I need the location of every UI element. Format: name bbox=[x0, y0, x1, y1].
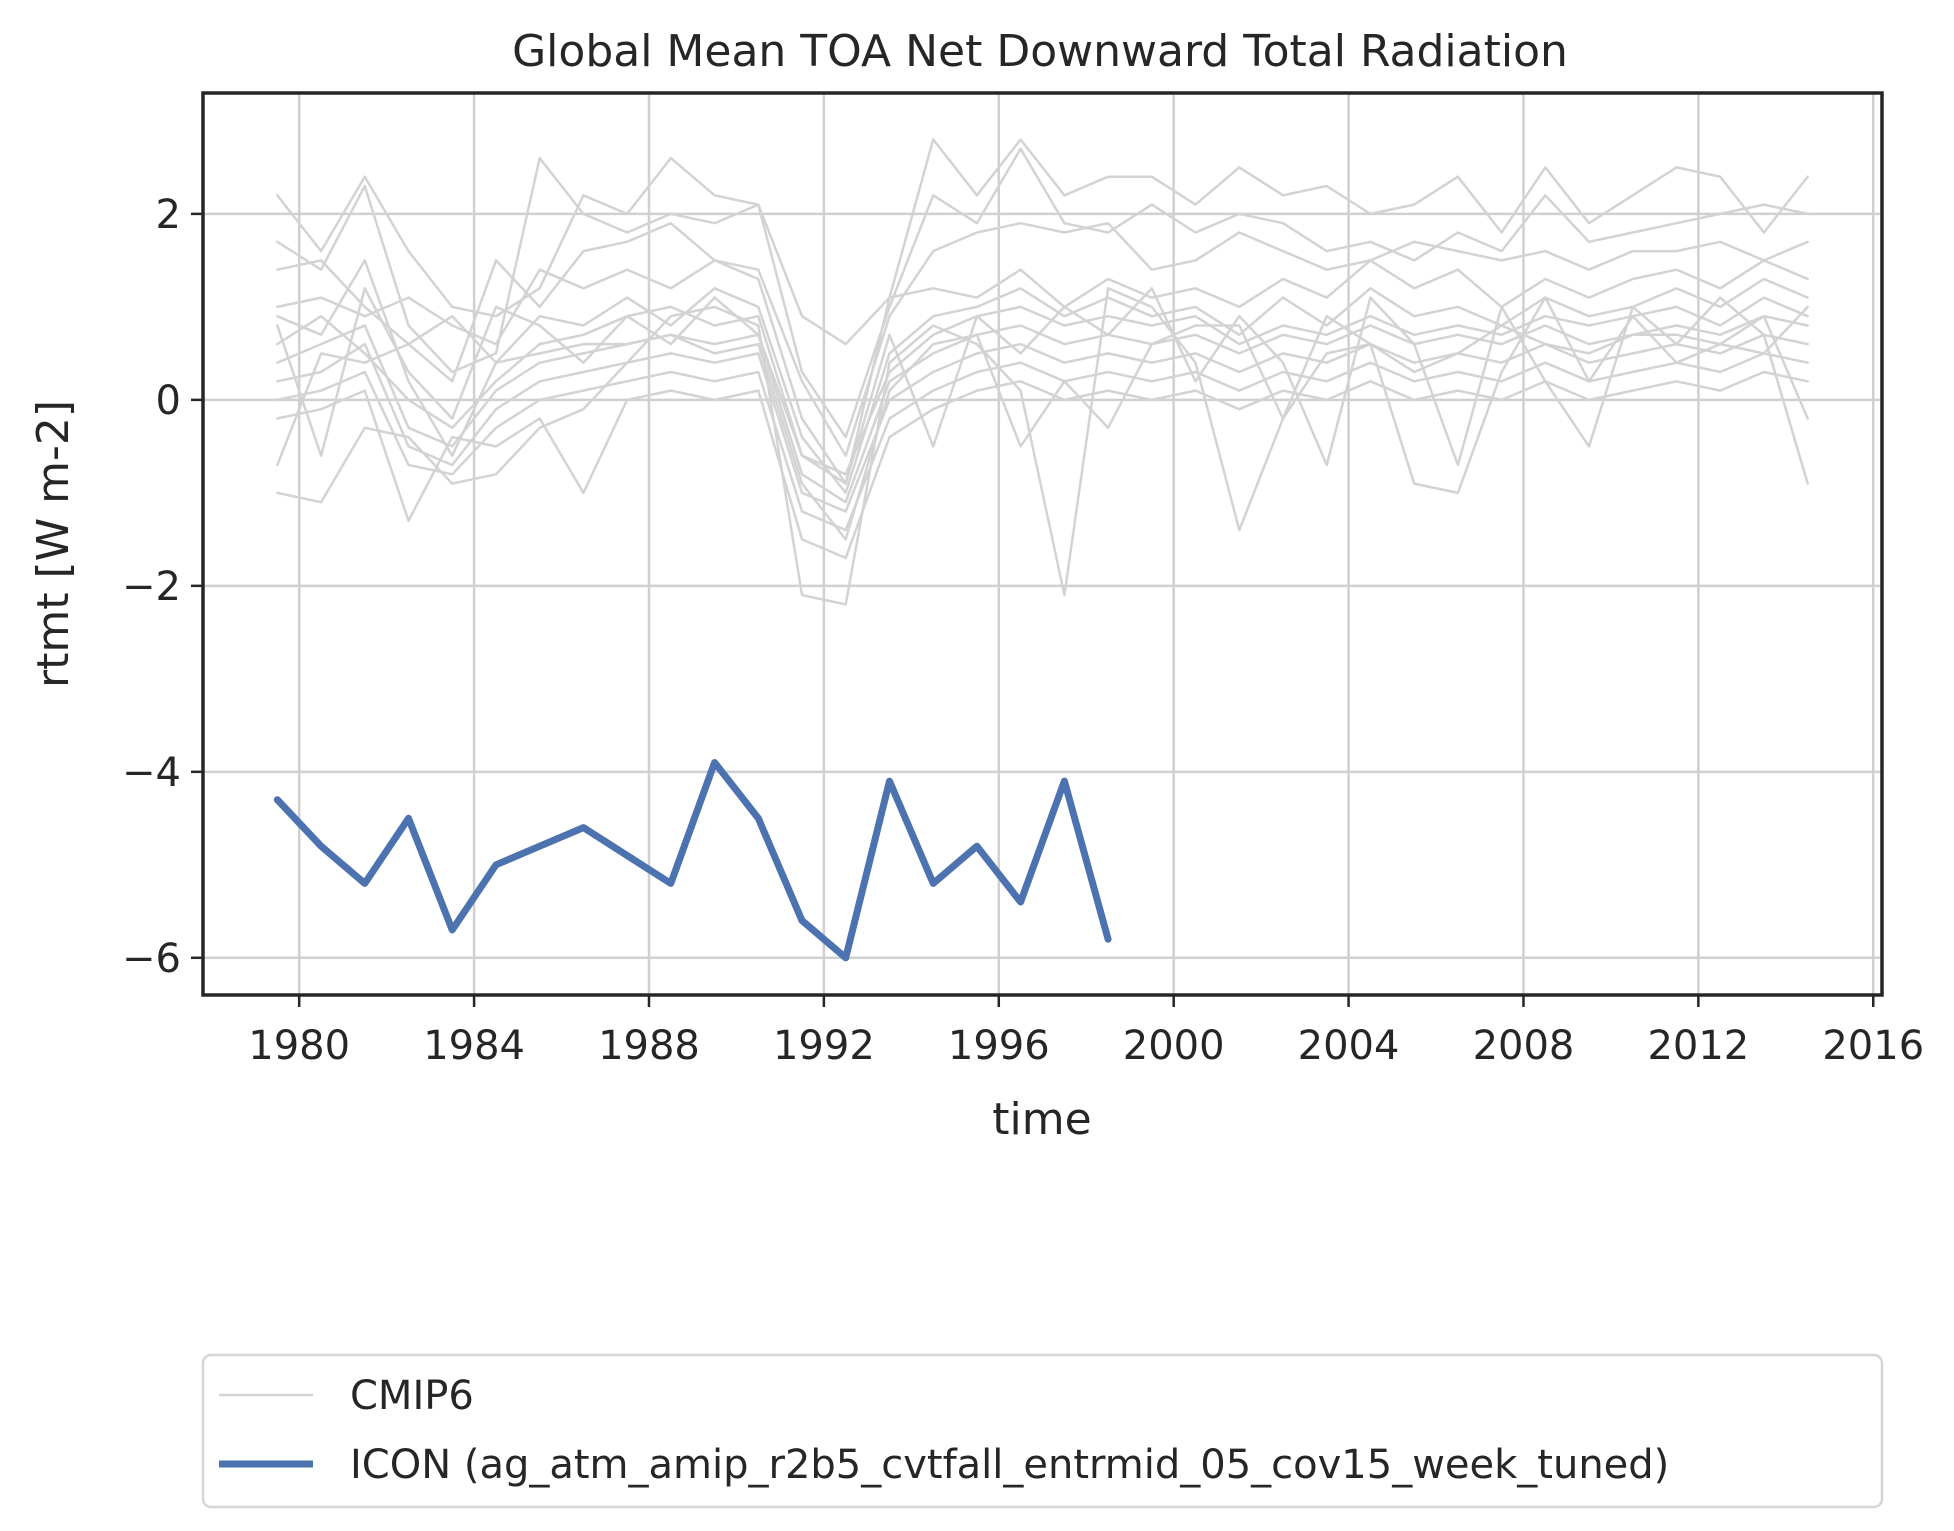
series-line-cmip6 bbox=[276, 370, 1809, 560]
x-tick-label: 1980 bbox=[248, 1023, 350, 1069]
x-tick-label: 1984 bbox=[423, 1023, 525, 1069]
axis-ticks: 1980 1984 1988 1992 1996 2000 2004 2008 2012 2016… bbox=[122, 192, 1924, 1069]
series-line-icon bbox=[273, 759, 1112, 962]
series-line-cmip6 bbox=[276, 147, 1809, 439]
series-line-cmip6 bbox=[276, 287, 1809, 485]
series-line-cmip6 bbox=[276, 333, 1809, 513]
y-axis-label: rtmt [W m-2] bbox=[28, 400, 79, 688]
chart-title: Global Mean TOA Net Downward Total Radia… bbox=[512, 26, 1568, 77]
x-tick-label: 2000 bbox=[1123, 1023, 1225, 1069]
series-line-cmip6 bbox=[276, 314, 1809, 541]
x-tick-label: 2004 bbox=[1298, 1023, 1400, 1069]
series-line-cmip6 bbox=[276, 259, 1809, 495]
x-tick-label: 2016 bbox=[1822, 1023, 1924, 1069]
grid bbox=[203, 93, 1882, 995]
x-tick-label: 2012 bbox=[1647, 1023, 1749, 1069]
legend-frame bbox=[201, 1353, 1884, 1509]
legend: CMIP6 ICON (ag_atm_amip_r2b5_cvtfall_ent… bbox=[201, 1353, 1884, 1509]
series-line-cmip6 bbox=[276, 314, 1809, 504]
series-line-cmip6 bbox=[276, 221, 1809, 457]
legend-label-cmip6: CMIP6 bbox=[350, 1373, 474, 1419]
x-tick-label: 2008 bbox=[1473, 1023, 1575, 1069]
x-axis-label: time bbox=[992, 1094, 1091, 1145]
plot-frame bbox=[201, 91, 1884, 997]
y-tick-label: 0 bbox=[156, 378, 181, 424]
x-tick-label: 1988 bbox=[598, 1023, 700, 1069]
y-tick-label: −2 bbox=[122, 564, 181, 610]
series-line-cmip6 bbox=[276, 296, 1809, 476]
series-line-cmip6 bbox=[276, 138, 1809, 346]
y-tick-label: 2 bbox=[156, 192, 181, 238]
y-tick-label: −6 bbox=[122, 936, 181, 982]
plot-lines bbox=[273, 138, 1809, 962]
series-line-cmip6 bbox=[276, 352, 1809, 532]
legend-label-icon: ICON (ag_atm_amip_r2b5_cvtfall_entrmid_0… bbox=[350, 1442, 1669, 1488]
y-tick-label: −4 bbox=[122, 750, 181, 796]
x-tick-label: 1996 bbox=[948, 1023, 1050, 1069]
series-line-cmip6 bbox=[276, 259, 1809, 485]
x-tick-label: 1992 bbox=[773, 1023, 875, 1069]
series-line-cmip6 bbox=[276, 287, 1809, 606]
